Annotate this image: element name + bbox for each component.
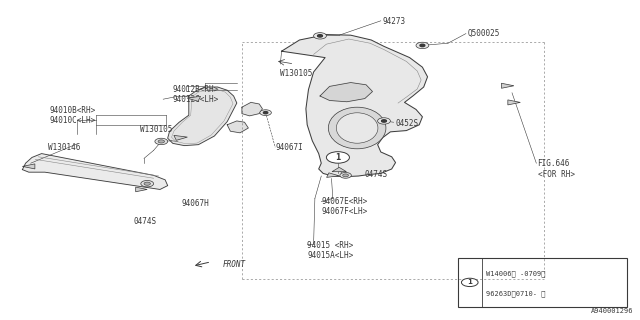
Text: 96263D（0710- ）: 96263D（0710- ） [486,290,546,297]
Text: <FOR RH>: <FOR RH> [538,170,575,179]
Text: 0452S: 0452S [396,119,419,128]
Polygon shape [332,167,346,172]
Text: 94015A<LH>: 94015A<LH> [307,251,353,260]
Ellipse shape [328,107,386,149]
Text: 94012C<LH>: 94012C<LH> [173,95,219,104]
Text: 1: 1 [335,153,340,162]
Circle shape [416,42,429,49]
Polygon shape [168,87,237,146]
Polygon shape [187,96,200,101]
Circle shape [158,140,164,143]
Circle shape [420,44,425,47]
Polygon shape [326,173,339,177]
Text: W130105: W130105 [140,125,172,134]
Text: 94067F<LH>: 94067F<LH> [322,207,368,216]
Polygon shape [320,83,372,102]
Circle shape [343,174,349,177]
Text: W130146: W130146 [48,143,81,152]
Circle shape [314,33,326,39]
Polygon shape [136,187,147,192]
Circle shape [326,152,349,163]
Text: FIG.646: FIG.646 [538,159,570,168]
Text: 94010C<LH>: 94010C<LH> [49,116,95,124]
Text: 94067H: 94067H [181,199,209,208]
Circle shape [461,278,478,287]
Polygon shape [508,100,520,105]
Polygon shape [242,102,262,116]
Polygon shape [227,121,248,133]
Text: A940001296: A940001296 [591,308,634,314]
Text: W130105: W130105 [280,69,313,78]
Text: 94015 <RH>: 94015 <RH> [307,241,353,250]
Circle shape [144,182,150,185]
Text: 94012B<RH>: 94012B<RH> [173,85,219,94]
Text: Q500025: Q500025 [467,29,500,38]
Ellipse shape [337,113,378,143]
Circle shape [340,172,351,178]
Text: 94010B<RH>: 94010B<RH> [49,106,95,115]
Polygon shape [22,164,35,169]
Text: 0474S: 0474S [365,170,388,179]
Text: 94067I: 94067I [275,143,303,152]
Circle shape [317,35,323,37]
Polygon shape [22,154,168,189]
Bar [458,258,627,307]
Polygon shape [282,35,428,177]
Circle shape [141,180,154,187]
Polygon shape [174,135,188,140]
Text: 0474S: 0474S [133,217,156,226]
Circle shape [381,120,387,122]
Text: 94273: 94273 [383,17,406,26]
Polygon shape [502,83,514,88]
Text: FRONT: FRONT [223,260,246,269]
Text: 94067E<RH>: 94067E<RH> [322,197,368,206]
Circle shape [260,110,271,116]
Circle shape [378,118,390,124]
Text: W14006（ -0709）: W14006（ -0709） [486,270,546,277]
Circle shape [155,138,168,145]
Circle shape [264,112,268,114]
Text: 1: 1 [467,279,472,285]
